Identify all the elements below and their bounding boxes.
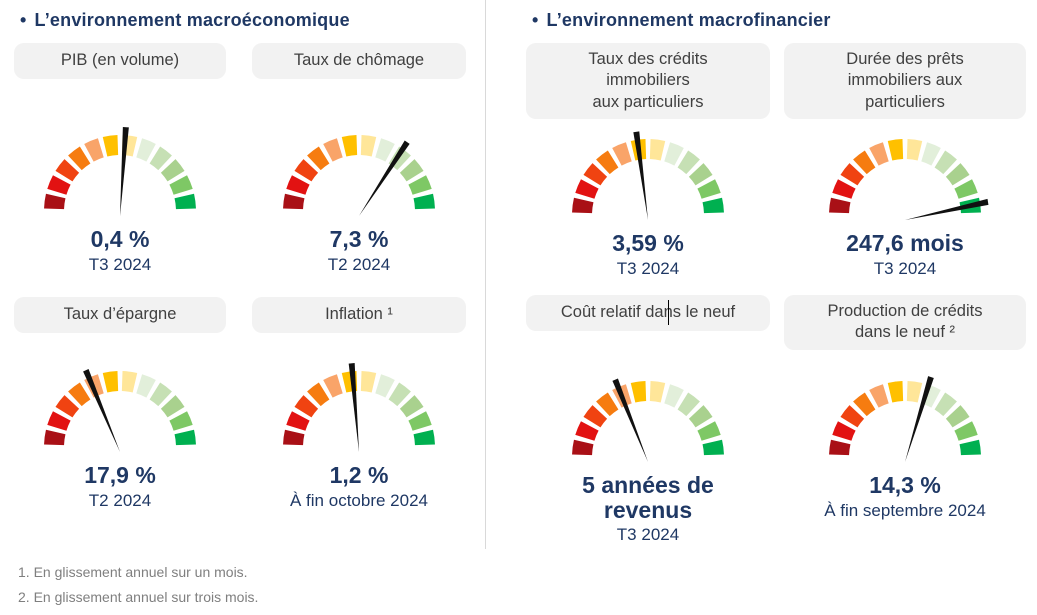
metric-label-text: PIB (en volume) [60, 51, 180, 70]
gauge-grid-left: PIB (en volume) 0,4 % T3 2024 Taux de ch… [14, 43, 485, 511]
metric-label-epargne: Taux d’épargne [14, 296, 226, 333]
panel-taux-credits: Taux des crédits immobiliers aux particu… [526, 43, 770, 279]
panel-production-credits: Production de crédits dans le neuf ² 14,… [784, 294, 1026, 546]
label-slot: Coût relatif dans le neuf [526, 294, 770, 369]
gauge-production-credits [829, 376, 981, 462]
section-macrofinancier: • L’environnement macrofinancier Taux des… [486, 0, 1037, 552]
text-cursor-artifact [667, 299, 670, 325]
gauge-caption: T3 2024 [616, 258, 680, 278]
metric-label-cout-relatif: Coût relatif dans le neuf [526, 294, 770, 331]
dashboard: • L’environnement macroéconomique PIB (en… [0, 0, 1037, 552]
gauge-epargne [44, 368, 196, 452]
metric-label-text: Durée des prêts immobiliers aux particul… [846, 50, 964, 111]
gauge-duree-prets [829, 139, 989, 220]
gauge-caption: T2 2024 [327, 254, 391, 274]
gauge-chomage [283, 135, 435, 216]
label-slot: Durée des prêts immobiliers aux particul… [784, 43, 1026, 127]
label-slot: Taux de chômage [252, 43, 466, 123]
metric-label-text: Coût relatif dans le neuf [560, 303, 736, 322]
gauge-caption: T3 2024 [88, 254, 152, 274]
gauge-value: 5 années de revenus [582, 471, 714, 523]
bullet-icon: • [20, 10, 27, 30]
label-slot: Production de crédits dans le neuf ² [784, 294, 1026, 369]
gauge-value: 7,3 % [329, 226, 389, 252]
panel-inflation: Inflation ¹ 1,2 % À fin octobre 2024 [252, 296, 466, 511]
section-title-macroeconomique: • L’environnement macroéconomique [20, 10, 485, 31]
label-slot: Inflation ¹ [252, 296, 466, 359]
metric-label-taux-credits: Taux des crédits immobiliers aux particu… [526, 43, 770, 120]
gauge-caption: À fin septembre 2024 [824, 500, 986, 520]
gauge-value: 17,9 % [84, 461, 156, 488]
gauge-value: 0,4 % [90, 226, 150, 252]
metric-label-duree-prets: Durée des prêts immobiliers aux particul… [784, 43, 1026, 120]
metric-label-text: Production de crédits dans le neuf ² [827, 301, 983, 342]
gauge-value: 3,59 % [612, 230, 684, 256]
gauge-inflation [283, 362, 435, 452]
vertical-divider [485, 0, 486, 549]
gauge-taux-credits [572, 131, 724, 220]
gauge-value: 1,2 % [329, 461, 389, 488]
label-slot: PIB (en volume) [14, 43, 226, 123]
metric-label-text: Inflation ¹ [325, 305, 393, 324]
panel-duree-prets: Durée des prêts immobiliers aux particul… [784, 43, 1026, 279]
metric-label-text: Taux de chômage [293, 51, 425, 70]
section-title-macrofinancier: • L’environnement macrofinancier [532, 10, 1037, 31]
gauge-caption: T3 2024 [873, 258, 937, 278]
panel-chomage: Taux de chômage 7,3 % T2 2024 [252, 43, 466, 275]
gauge-caption: À fin octobre 2024 [290, 490, 428, 510]
panel-epargne: Taux d’épargne 17,9 % T2 2024 [14, 296, 226, 511]
panel-cout-relatif: Coût relatif dans le neuf 5 années de re… [526, 294, 770, 546]
footnote-1: 1. En glissement annuel sur un mois. [18, 564, 248, 580]
metric-label-text: Taux des crédits immobiliers aux particu… [588, 50, 708, 111]
gauge-caption: T3 2024 [616, 525, 680, 545]
section-macroeconomique: • L’environnement macroéconomique PIB (en… [0, 0, 485, 552]
bullet-icon: • [532, 10, 539, 30]
footnotes: 1. En glissement annuel sur un mois. 2. … [0, 552, 1037, 609]
label-slot: Taux d’épargne [14, 296, 226, 359]
gauge-value: 14,3 % [869, 471, 941, 498]
metric-label-chomage: Taux de chômage [252, 43, 466, 79]
gauge-pib [44, 126, 196, 216]
footnote-2: 2. En glissement annuel sur trois mois. [18, 588, 259, 605]
section-title-text: L’environnement macrofinancier [546, 10, 831, 30]
metric-label-text: Taux d’épargne [63, 305, 177, 324]
gauge-cout-relatif [572, 378, 724, 462]
gauge-value: 247,6 mois [846, 230, 964, 256]
metric-label-pib: PIB (en volume) [14, 43, 226, 79]
label-slot: Taux des crédits immobiliers aux particu… [526, 43, 770, 127]
section-title-text: L’environnement macroéconomique [34, 10, 350, 30]
gauge-grid-right: Taux des crédits immobiliers aux particu… [526, 43, 1037, 545]
metric-label-production-credits: Production de crédits dans le neuf ² [784, 294, 1026, 350]
metric-label-inflation: Inflation ¹ [252, 296, 466, 333]
panel-pib: PIB (en volume) 0,4 % T3 2024 [14, 43, 226, 275]
gauge-caption: T2 2024 [88, 490, 152, 510]
